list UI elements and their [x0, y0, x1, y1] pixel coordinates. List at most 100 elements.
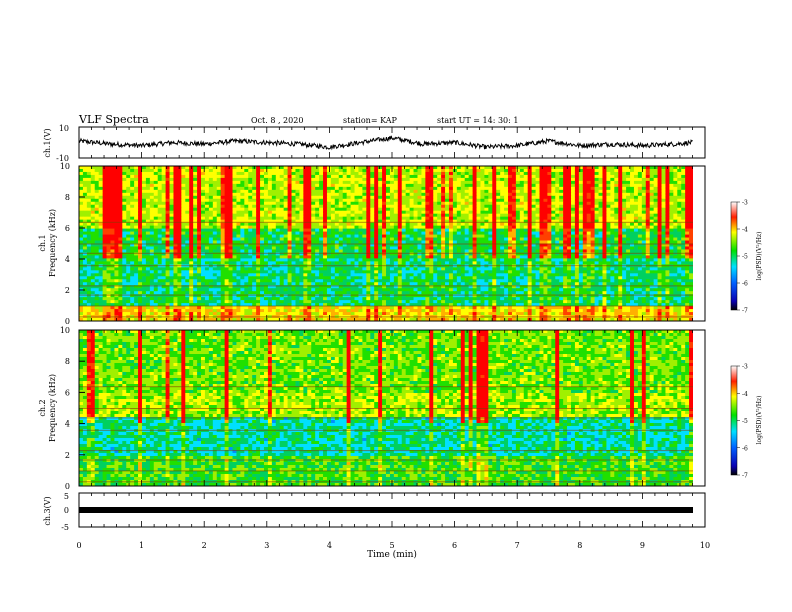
spectrogram-cell	[260, 246, 264, 249]
spectrogram-cell	[256, 241, 260, 244]
spectrogram-cell	[197, 238, 201, 241]
spectrogram-cell	[654, 199, 658, 202]
spectrogram-cell	[394, 184, 398, 187]
spectrogram-cell	[425, 184, 429, 187]
spectrogram-cell	[91, 249, 95, 252]
spectrogram-cell	[685, 241, 689, 244]
spectrogram-cell	[681, 232, 685, 235]
spectrogram-cell	[583, 190, 587, 193]
spectrogram-cell	[642, 223, 646, 226]
spectrogram-cell	[233, 199, 237, 202]
spectrogram-cell	[307, 229, 311, 232]
spectrogram-cell	[355, 208, 359, 211]
spectrogram-cell	[563, 208, 567, 211]
spectrogram-cell	[488, 199, 492, 202]
spectrogram-cell	[311, 258, 315, 261]
spectrogram-cell	[488, 202, 492, 205]
spectrogram-cell	[433, 196, 437, 199]
spectrogram-cell	[457, 172, 461, 175]
spectrogram-cell	[366, 196, 370, 199]
spectrogram-cell	[252, 190, 256, 193]
spectrogram-cell	[229, 217, 233, 220]
spectrogram-cell	[421, 172, 425, 175]
spectrogram-cell	[520, 255, 524, 258]
spectrogram-cell	[107, 241, 111, 244]
spectrogram-cell	[264, 178, 268, 181]
spectrogram-cell	[618, 211, 622, 214]
spectrogram-cell	[425, 249, 429, 252]
spectrogram-cell	[185, 187, 189, 190]
spectrogram-cell	[83, 249, 87, 252]
spectrogram-cell	[599, 258, 603, 261]
spectrogram-cell	[280, 214, 284, 217]
spectrogram-cell	[469, 235, 473, 238]
spectrogram-cell	[303, 235, 307, 238]
spectrogram-cell	[264, 235, 268, 238]
spectrogram-cell	[209, 199, 213, 202]
spectrogram-cell	[87, 190, 91, 193]
spectrogram-cell	[260, 175, 264, 178]
spectrogram-cell	[512, 202, 516, 205]
spectrogram-cell	[146, 255, 150, 258]
spectrogram-cell	[99, 175, 103, 178]
spectrogram-cell	[512, 193, 516, 196]
spectrogram-cell	[122, 184, 126, 187]
spectrogram-cell	[610, 205, 614, 208]
spectrogram-cell	[114, 214, 118, 217]
spectrogram-cell	[126, 223, 130, 226]
spectrogram-cell	[547, 211, 551, 214]
spectrogram-cell	[567, 249, 571, 252]
spectrogram-cell	[193, 178, 197, 181]
spectrogram-cell	[87, 235, 91, 238]
spectrogram-cell	[110, 208, 114, 211]
spectrogram-cell	[122, 232, 126, 235]
spectrogram-cell	[441, 169, 445, 172]
spectrogram-cell	[99, 235, 103, 238]
spectrogram-cell	[622, 211, 626, 214]
spectrogram-cell	[189, 175, 193, 178]
spectrogram-cell	[162, 258, 166, 261]
spectrogram-cell	[638, 249, 642, 252]
spectrogram-cell	[217, 246, 221, 249]
spectrogram-cell	[449, 187, 453, 190]
spectrogram-cell	[177, 193, 181, 196]
spectrogram-cell	[504, 255, 508, 258]
spectrogram-cell	[591, 258, 595, 261]
spectrogram-cell	[473, 196, 477, 199]
spectrogram-cell	[217, 226, 221, 229]
spectrogram-cell	[276, 196, 280, 199]
spectrogram-cell	[378, 255, 382, 258]
spectrogram-cell	[449, 208, 453, 211]
spectrogram-cell	[626, 187, 630, 190]
spectrogram-cell	[685, 217, 689, 220]
spectrogram-cell	[614, 226, 618, 229]
spectrogram-cell	[272, 249, 276, 252]
spectrogram-cell	[429, 217, 433, 220]
spectrogram-cell	[347, 241, 351, 244]
spectrogram-cell	[555, 169, 559, 172]
spectrogram-cell	[669, 193, 673, 196]
spectrogram-cell	[677, 217, 681, 220]
spectrogram-cell	[477, 235, 481, 238]
spectrogram-cell	[307, 172, 311, 175]
spectrogram-cell	[240, 205, 244, 208]
spectrogram-cell	[630, 193, 634, 196]
spectrogram-cell	[642, 214, 646, 217]
spectrogram-cell	[492, 258, 496, 261]
spectrogram-cell	[437, 169, 441, 172]
spectrogram-cell	[425, 202, 429, 205]
spectrogram-cell	[323, 217, 327, 220]
spectrogram-cell	[366, 249, 370, 252]
spectrogram-cell	[185, 249, 189, 252]
spectrogram-cell	[394, 246, 398, 249]
spectrogram-cell	[154, 184, 158, 187]
spectrogram-cell	[441, 246, 445, 249]
spectrogram-cell	[87, 238, 91, 241]
spectrogram-cell	[669, 232, 673, 235]
spectrogram-cell	[315, 175, 319, 178]
spectrogram-cell	[351, 190, 355, 193]
spectrogram-cell	[646, 199, 650, 202]
spectrogram-cell	[374, 181, 378, 184]
spectrogram-cell	[221, 232, 225, 235]
spectrogram-cell	[91, 223, 95, 226]
